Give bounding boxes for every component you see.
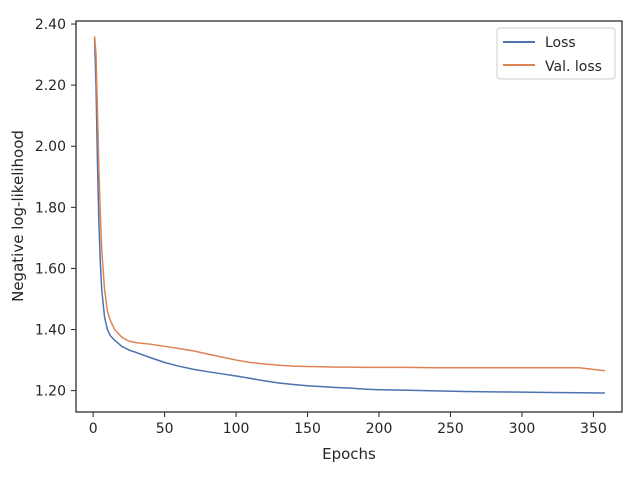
y-tick-label: 1.80 <box>35 200 66 216</box>
y-tick-label: 1.40 <box>35 323 66 339</box>
y-tick-label: 2.00 <box>35 139 66 155</box>
x-tick-label: 100 <box>223 421 250 437</box>
y-tick-label: 2.40 <box>35 17 66 33</box>
x-tick-label: 300 <box>509 421 536 437</box>
y-tick-label: 1.20 <box>35 384 66 400</box>
x-tick-label: 250 <box>437 421 464 437</box>
legend: Loss Val. loss <box>496 27 616 80</box>
y-axis-title: Negative log-likelihood <box>9 130 27 302</box>
x-tick-label: 150 <box>294 421 321 437</box>
plot-area <box>93 36 605 394</box>
legend-box <box>496 27 616 80</box>
x-tick-label: 50 <box>156 421 174 437</box>
x-axis-title: Epochs <box>322 445 376 463</box>
axes-frame <box>75 20 623 413</box>
series-line-loss <box>93 39 605 394</box>
x-tick-label: 200 <box>366 421 393 437</box>
x-axis: 0 50 100 150 200 250 300 350 <box>89 412 607 437</box>
legend-label-val-loss: Val. loss <box>545 59 602 75</box>
y-tick-label: 2.20 <box>35 78 66 94</box>
y-tick-label: 1.60 <box>35 261 66 277</box>
legend-label-loss: Loss <box>545 35 576 51</box>
x-tick-label: 0 <box>89 421 98 437</box>
x-tick-label: 350 <box>580 421 607 437</box>
y-axis: 1.20 1.40 1.60 1.80 2.00 2.20 2.40 <box>35 17 76 400</box>
series-line-val-loss <box>93 36 605 372</box>
